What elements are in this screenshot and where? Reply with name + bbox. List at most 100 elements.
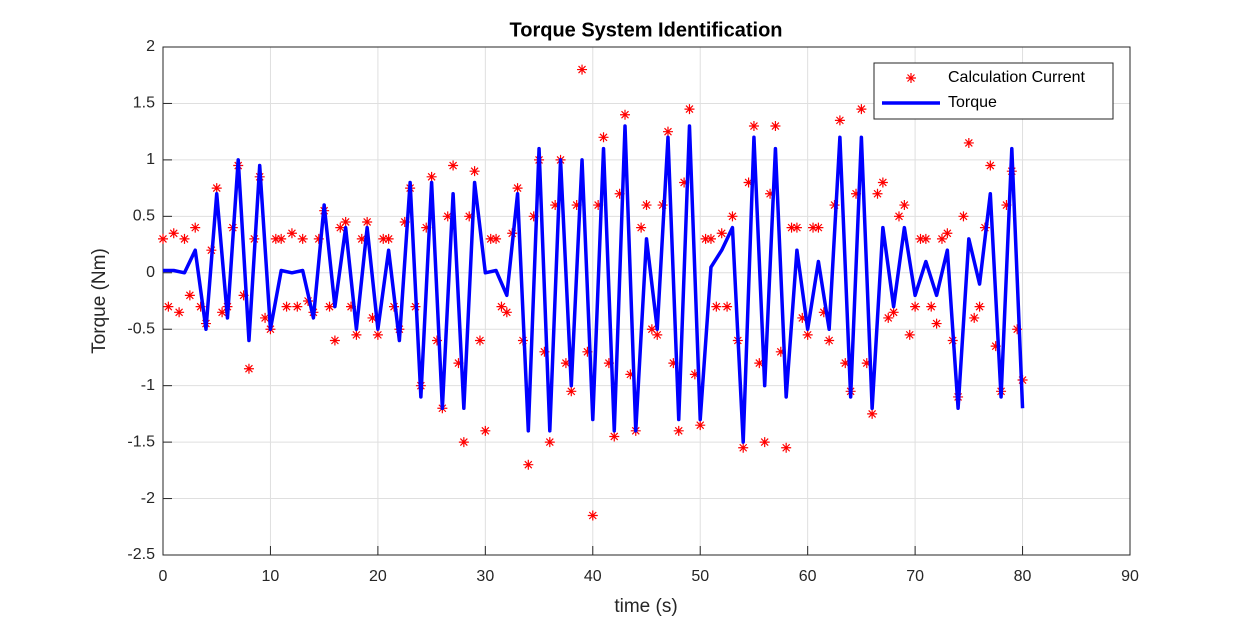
data-point [163, 301, 174, 312]
data-point [920, 233, 931, 244]
data-point [974, 301, 985, 312]
data-point [910, 301, 921, 312]
data-point [270, 233, 281, 244]
data-point [544, 437, 555, 448]
data-point [501, 307, 512, 318]
data-point [1001, 200, 1012, 211]
data-point [329, 335, 340, 346]
data-point [168, 228, 179, 239]
data-point [942, 228, 953, 239]
data-point [571, 200, 582, 211]
data-point [872, 188, 883, 199]
x-tick-label: 80 [1014, 568, 1032, 585]
data-point [834, 115, 845, 126]
data-point [743, 177, 754, 188]
data-point [936, 233, 947, 244]
data-point [931, 318, 942, 329]
data-point [480, 425, 491, 436]
data-point [560, 358, 571, 369]
data-point [883, 312, 894, 323]
data-point [802, 329, 813, 340]
x-tick-label: 10 [262, 568, 280, 585]
data-point [324, 301, 335, 312]
data-point [276, 233, 287, 244]
y-tick-label: -0.5 [127, 320, 155, 337]
data-point [969, 312, 980, 323]
data-point [399, 216, 410, 227]
y-tick-label: 2 [146, 38, 155, 55]
data-point [641, 200, 652, 211]
data-point [722, 301, 733, 312]
data-point [867, 408, 878, 419]
data-point [184, 290, 195, 301]
x-tick-label: 30 [476, 568, 494, 585]
data-point [818, 307, 829, 318]
data-point [716, 228, 727, 239]
data-point [759, 437, 770, 448]
data-point [346, 301, 357, 312]
data-point [158, 233, 168, 244]
data-point [577, 64, 588, 75]
data-point [421, 222, 432, 233]
data-point [297, 233, 308, 244]
data-point [464, 211, 475, 222]
x-tick-label: 0 [159, 568, 168, 585]
data-point [861, 358, 872, 369]
plot-frame [162, 46, 1131, 556]
data-point [190, 222, 201, 233]
data-point [851, 188, 862, 199]
data-point [754, 358, 765, 369]
data-point [727, 211, 738, 222]
data-point [926, 301, 937, 312]
data-point [614, 188, 625, 199]
data-point [313, 233, 324, 244]
data-point [899, 200, 910, 211]
data-point [335, 222, 346, 233]
data-point [620, 109, 631, 120]
data-point [179, 233, 190, 244]
data-point [791, 222, 802, 233]
data-point [195, 301, 206, 312]
data-point [990, 341, 1001, 352]
data-point [738, 442, 749, 453]
data-point [636, 222, 647, 233]
data-point [174, 307, 185, 318]
data-point [689, 369, 700, 380]
data-point [673, 425, 684, 436]
data-point [765, 188, 776, 199]
y-tick-label: 1 [146, 151, 155, 168]
data-point [453, 358, 464, 369]
data-point [372, 329, 383, 340]
data-point [797, 312, 808, 323]
data-point [469, 166, 480, 177]
legend-label: Calculation Current [948, 69, 1086, 86]
y-tick-label: -2.5 [127, 546, 155, 563]
data-point [748, 121, 759, 132]
data-point [566, 386, 577, 397]
data-point [963, 137, 974, 148]
data-point [877, 177, 888, 188]
data-point [550, 200, 561, 211]
data-point [367, 312, 378, 323]
data-point [351, 329, 362, 340]
y-tick-label: 0.5 [133, 208, 155, 225]
data-point [496, 301, 507, 312]
data-point [362, 216, 373, 227]
data-point [431, 335, 442, 346]
legend-marker [906, 73, 916, 83]
data-point [904, 329, 915, 340]
x-tick-label: 90 [1121, 568, 1139, 585]
data-point [383, 233, 394, 244]
x-tick-label: 50 [691, 568, 709, 585]
data-point [1012, 324, 1023, 335]
data-point [243, 363, 254, 374]
data-point [781, 442, 792, 453]
data-point [646, 324, 657, 335]
data-point [662, 126, 673, 137]
data-point [813, 222, 824, 233]
x-tick-label: 70 [906, 568, 924, 585]
chart-title: Torque System Identification [510, 19, 783, 41]
legend-box [873, 62, 1114, 120]
data-point [603, 358, 614, 369]
